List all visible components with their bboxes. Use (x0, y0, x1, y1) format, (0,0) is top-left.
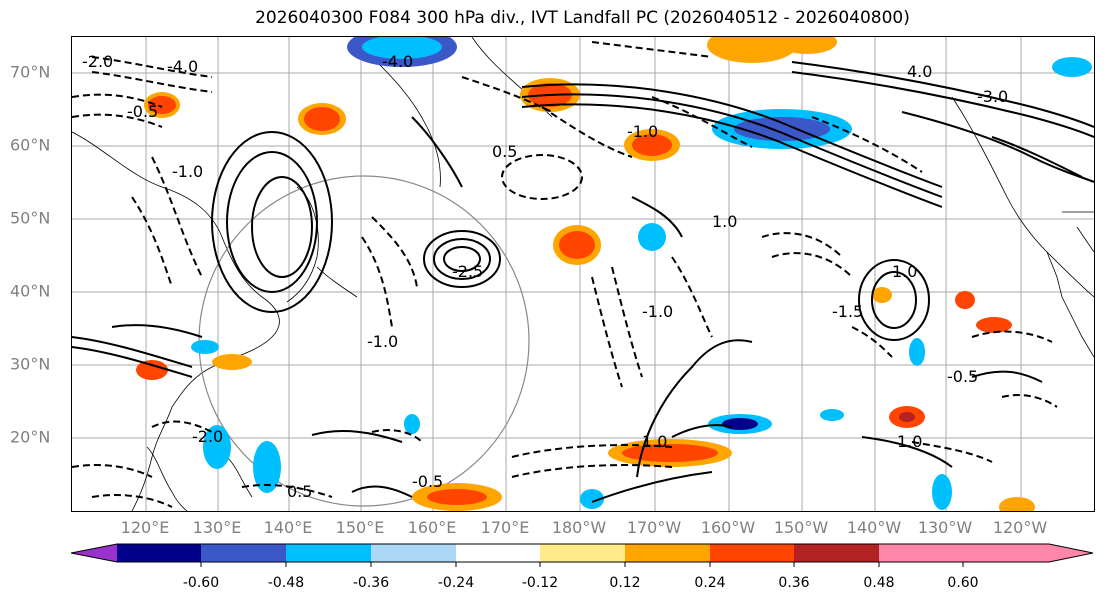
lat-label-50n: 50°N (10, 208, 51, 228)
contour-label: -2.5 (452, 262, 483, 281)
colorbar-segment (710, 544, 794, 562)
contour-label: -4.0 (382, 52, 413, 71)
colorbar-tick-label: -0.60 (182, 575, 220, 591)
contour-label: 0.5 (492, 142, 517, 161)
colorbar-segment (201, 544, 286, 562)
colorbar-segment (286, 544, 371, 562)
colorbar-segment (371, 544, 456, 562)
colorbar-tick-label: 0.12 (609, 575, 641, 591)
colorbar-tick-label: 0.48 (863, 575, 895, 591)
contour-label: -3.0 (977, 87, 1008, 106)
lon-label-120e: 120°E (120, 518, 170, 537)
colorbar-segment (879, 544, 963, 562)
contour-label: 0.5 (287, 482, 312, 501)
solid-contours (72, 61, 1094, 503)
contour-label: -0.5 (127, 102, 158, 121)
contour-label: -1.5 (832, 302, 863, 321)
lon-label-140e: 140°E (263, 518, 313, 537)
lon-label-170w: 170°W (626, 518, 682, 537)
colorbar-tick-label: 0.24 (694, 575, 726, 591)
lon-label-130w: 130°W (917, 518, 973, 537)
lon-label-150e: 150°E (335, 518, 385, 537)
shaded-fields (136, 37, 1092, 511)
contour-label: 1.0 (892, 262, 917, 281)
lat-label-70n: 70°N (10, 62, 51, 82)
contour-label: -0.5 (947, 367, 978, 386)
lon-label-150w: 150°W (773, 518, 829, 537)
lon-label-130e: 130°E (192, 518, 242, 537)
colorbar-segment (625, 544, 710, 562)
lon-label-140w: 140°W (846, 518, 902, 537)
colorbar-tick-label: -0.48 (267, 575, 305, 591)
colorbar-segment (456, 544, 540, 562)
lon-label-180w: 180°W (551, 518, 607, 537)
colorbar-tick-label: -0.36 (352, 575, 390, 591)
colorbar-segment (540, 544, 625, 562)
contour-label: -1.0 (172, 162, 203, 181)
colorbar-tick-label: -0.12 (521, 575, 559, 591)
colorbar-tick-label: 0.60 (947, 575, 979, 591)
lat-label-60n: 60°N (10, 135, 51, 155)
contour-label: -1.0 (367, 332, 398, 351)
lat-label-30n: 30°N (10, 354, 51, 374)
contour-label: 1.0 (642, 432, 667, 451)
colorbar-segment (794, 544, 879, 562)
contour-labels: -2.0 -4.0 -0.5 -1.0 0.5 1.0 -1.5 -2.5 0.… (82, 52, 1008, 501)
contour-label: -2.0 (192, 427, 223, 446)
contour-label: -0.5 (412, 472, 443, 491)
map-canvas: -2.0 -4.0 -0.5 -1.0 0.5 1.0 -1.5 -2.5 0.… (72, 37, 1094, 511)
lon-label-160e: 160°E (407, 518, 457, 537)
colorbar-segment (117, 544, 201, 562)
landfall-region-circle (198, 175, 530, 507)
colorbar-tick-label: -0.24 (437, 575, 475, 591)
lat-label-20n: 20°N (10, 427, 51, 447)
graticule (72, 37, 1094, 511)
contour-label: -2.0 (82, 52, 113, 71)
colorbar (70, 543, 1094, 567)
contour-label: -1.0 (627, 122, 658, 141)
contour-label: 1.0 (712, 212, 737, 231)
colorbar-arrow-lower (71, 544, 117, 562)
contour-label: -4.0 (167, 57, 198, 76)
colorbar-arrow-upper (963, 544, 1093, 562)
map-panel: -2.0 -4.0 -0.5 -1.0 0.5 1.0 -1.5 -2.5 0.… (71, 36, 1095, 512)
contour-label: 1.0 (897, 432, 922, 451)
contour-label: 4.0 (907, 62, 932, 81)
lat-label-40n: 40°N (10, 281, 51, 301)
contour-label: -1.0 (642, 302, 673, 321)
dashed-contours (72, 41, 1058, 508)
lon-label-170e: 170°E (480, 518, 530, 537)
colorbar-tick-label: 0.36 (778, 575, 810, 591)
lon-label-160w: 160°W (700, 518, 756, 537)
lon-label-120w: 120°W (992, 518, 1048, 537)
map-title: 2026040300 F084 300 hPa div., IVT Landfa… (255, 8, 910, 28)
